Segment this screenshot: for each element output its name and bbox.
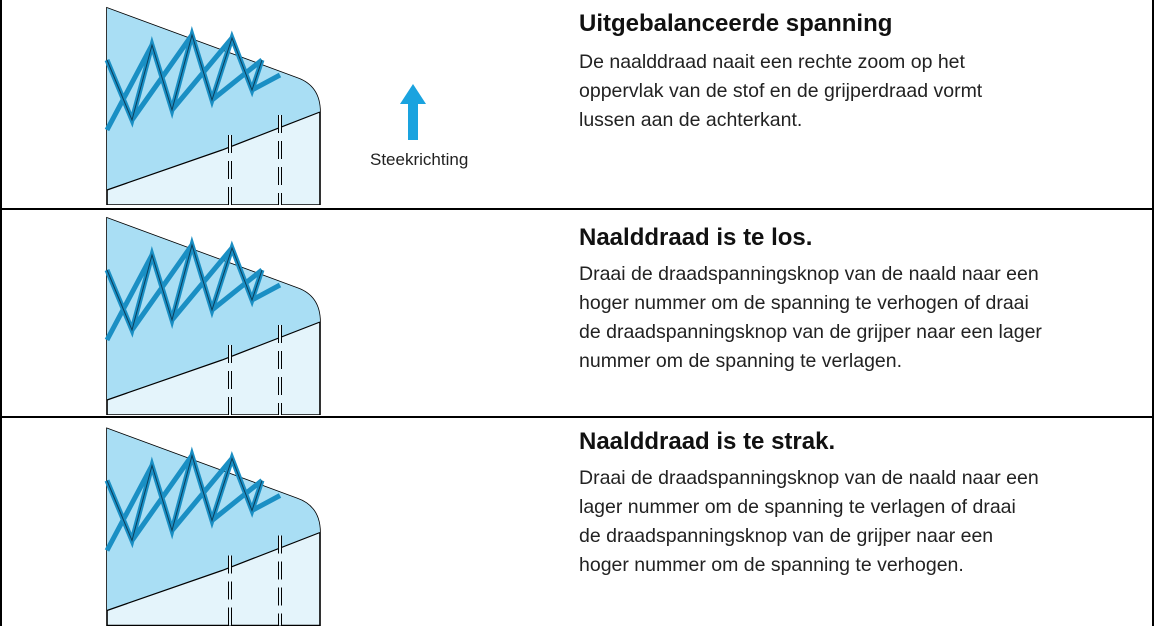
body-line: Draai de draadspanningsknop van de naald… <box>579 263 1039 285</box>
row-title: Uitgebalanceerde spanning <box>579 10 893 37</box>
illustration <box>102 0 327 205</box>
body-line: nummer om de spanning te verlagen. <box>579 350 903 372</box>
row: Steekrichting Uitgebalanceerde spanning … <box>0 0 1154 208</box>
row-title: Naalddraad is te strak. <box>579 428 836 455</box>
arrow-label: Steekrichting <box>370 150 469 169</box>
body-line: de draadspanningsknop van de grijper naa… <box>579 525 994 547</box>
body-line: oppervlak van de stof en de grijperdraad… <box>579 80 983 102</box>
body-line: lager nummer om de spanning te verlagen … <box>579 496 1016 518</box>
body-line: lussen aan de achterkant. <box>579 109 803 131</box>
row-title: Naalddraad is te los. <box>579 224 813 251</box>
body-line: De naalddraad naait een rechte zoom op h… <box>579 51 965 73</box>
body-line: Draai de draadspanningsknop van de naald… <box>579 467 1039 489</box>
body-line: hoger nummer om de spanning te verhogen … <box>579 292 1029 314</box>
illustration <box>102 418 327 626</box>
body-line: de draadspanningsknop van de grijper naa… <box>579 321 1042 343</box>
illustration <box>102 210 327 415</box>
row-body: De naalddraad naait een rechte zoom op h… <box>579 48 982 135</box>
row: Naalddraad is te strak. Draai de draadsp… <box>0 416 1154 626</box>
body-line: hoger nummer om de spanning te verhogen. <box>579 554 964 576</box>
arrow <box>400 84 426 140</box>
row-body: Draai de draadspanningsknop van de naald… <box>579 464 1039 580</box>
row: Naalddraad is te los. Draai de draadspan… <box>0 208 1154 416</box>
row-body: Draai de draadspanningsknop van de naald… <box>579 260 1042 376</box>
